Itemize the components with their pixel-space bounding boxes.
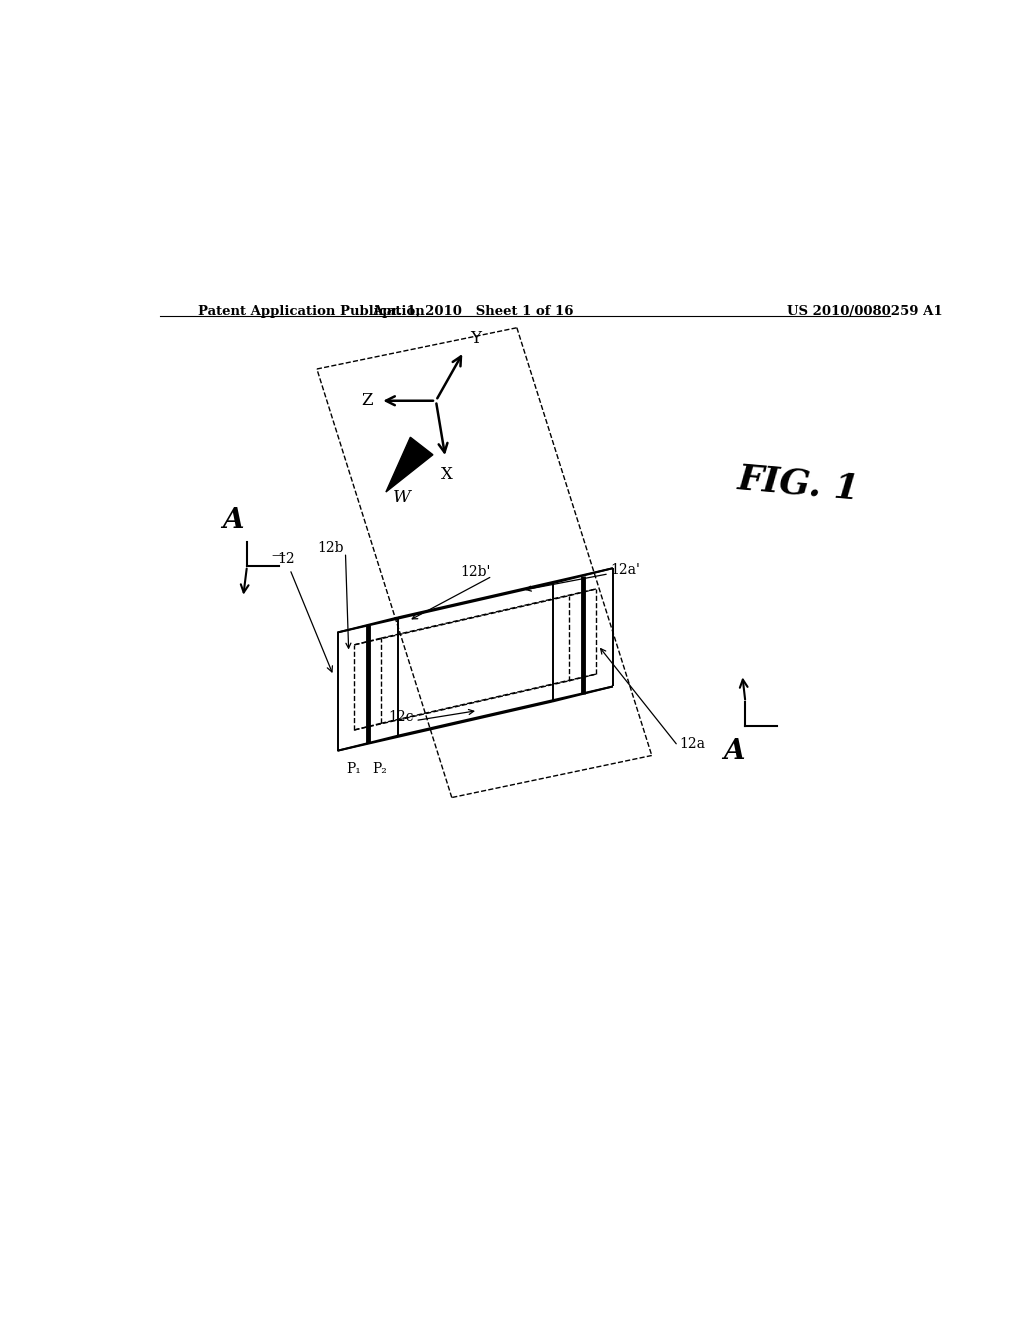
Text: P₁: P₁ [347,763,361,776]
Text: 12c: 12c [388,710,414,723]
Text: A: A [222,507,244,535]
Text: Apr. 1, 2010   Sheet 1 of 16: Apr. 1, 2010 Sheet 1 of 16 [373,305,574,318]
Text: 12b': 12b' [461,565,490,579]
Text: 12a': 12a' [610,562,640,577]
Text: X: X [441,466,453,483]
Text: 12: 12 [278,553,333,672]
Text: Z: Z [360,392,373,409]
Text: W: W [393,490,411,506]
Text: P₂: P₂ [373,763,387,776]
Text: US 2010/0080259 A1: US 2010/0080259 A1 [786,305,942,318]
Text: 12a: 12a [680,738,706,751]
Text: Y: Y [470,330,481,347]
Text: Patent Application Publication: Patent Application Publication [198,305,425,318]
Text: FIG. 1: FIG. 1 [736,462,861,507]
Text: 12b: 12b [317,541,344,556]
Text: A: A [723,738,744,766]
Polygon shape [386,437,433,492]
Text: —: — [271,548,285,562]
